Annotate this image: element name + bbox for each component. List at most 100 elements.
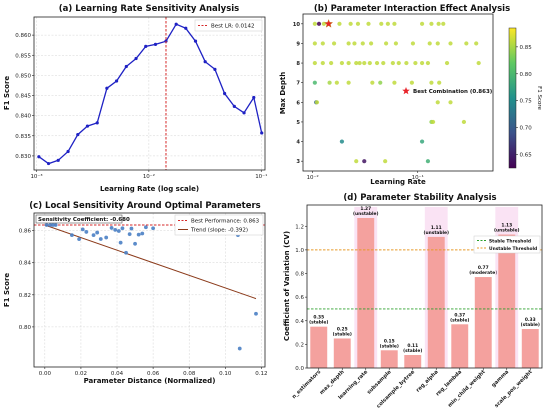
panel-b-point [339,139,345,144]
panel-b-point [427,41,432,46]
panel-c-frame [33,212,266,368]
panel-d-title: (d) Parameter Stability Analysis [343,193,496,203]
panel-b-ytick-label: 10 [293,22,301,28]
panel-d-ytick-label: 0.4 [295,319,304,325]
panel-d-bar [451,324,469,368]
panel-b-point [331,41,337,46]
panel-c-point [151,226,156,231]
panel-b: (b) Parameter Interaction Effect Analysi… [279,4,542,186]
panel-b-point [346,80,351,85]
panel-b-point [435,100,440,105]
panel-a-point [144,44,148,48]
panel-d-bar-value: 0.37 [454,312,465,318]
panel-b-point [320,41,325,46]
panel-b-point [448,41,453,46]
panel-b-point [368,41,374,46]
panel-a-legend-label: Best LR: 0.0142 [211,24,255,30]
panel-b-point [441,21,446,26]
colorbar-tick-label: 0.75 [520,99,533,105]
panel-b-point [383,159,388,164]
panel-c-xtick-label: 0.04 [111,371,124,377]
panel-b-point [312,21,317,26]
panel-a-point [213,67,217,71]
panel-d-bar-status: (stable) [450,317,469,323]
panel-b-point [354,159,359,164]
panel-b-point [312,60,317,66]
panel-b-point [464,41,469,46]
panel-d-ytick-label: 1.0 [295,248,304,254]
panel-b-point [429,80,434,85]
panel-b-point [314,100,320,105]
panel-b-ylabel: Max Depth [279,72,287,115]
legend-best-label: Best Performance: 0.863 [191,219,260,225]
panel-c-ytick-label: 0.84 [19,261,32,267]
panel-b-point [410,41,416,46]
panel-d-bar-status: (stable) [380,343,399,349]
panel-b-point [444,60,450,66]
panel-c-point [120,226,125,231]
panel-c-annotation-box: Sensitivity Coefficient: -0.680 [35,214,130,224]
panel-d-bar [310,326,328,368]
panel-b-best-legend-star [402,87,410,95]
panel-b-title: (b) Parameter Interaction Effect Analysi… [314,4,510,14]
panel-b-point [366,21,371,26]
panel-b-best-star [324,19,334,28]
panel-a-xlabel: Learning Rate (log scale) [100,185,199,193]
panel-d-bar [333,338,351,368]
panel-a-point [134,56,138,61]
panel-c-ytick-label: 0.82 [19,293,31,299]
panel-b-point [348,21,353,26]
panel-b-point [385,21,390,26]
panel-b-point [393,41,399,46]
panel-a-point [252,95,256,100]
panel-d-legend: Stable Threshold Unstable Threshold [473,235,541,254]
panel-d-bar-value: 0.33 [525,317,536,323]
panel-b-point [429,21,434,26]
colorbar-gradient [508,27,517,169]
panel-c-legend: Best Performance: 0.863 Trend (slope: -0… [174,214,264,236]
panel-b-point [370,80,375,85]
panel-b-point [327,80,332,85]
panel-d-bar [474,277,492,368]
panel-b-point [354,60,359,66]
panel-c: (c) Local Sensitivity Around Optimal Par… [3,201,268,385]
panel-c-xtick-label: 0.06 [147,371,160,377]
panel-a-ytick-label: 0.855 [15,53,31,59]
panel-a-point [46,161,51,166]
panel-c-point [254,311,258,316]
panel-b-point [404,60,409,66]
panel-a-point [124,64,128,69]
panel-c-point [51,223,55,227]
panel-c-point [127,232,132,237]
legend-unstable-label: Unstable Threshold [489,246,537,252]
panel-c-point [98,237,103,241]
panel-a-point [223,91,227,96]
panel-d-bar-status: (stable) [333,331,352,337]
panel-c-point [143,225,148,230]
panel-b-xtick-label: 10⁻¹ [412,174,424,181]
panel-b-xtick-label: 10⁻² [307,174,319,181]
panel-b-ytick-label: 6 [296,100,300,106]
panel-a-series-line [38,23,263,165]
panel-b-xlabel: Learning Rate [370,178,426,186]
panel-b-point [476,60,481,66]
panel-c-point [80,227,85,232]
panel-d-bar [427,236,445,368]
panel-a-point [184,26,188,30]
panel-c-point [84,230,89,234]
panel-d-bar-status: (stable) [521,322,540,328]
panel-c-point [95,230,100,235]
panel-a-ytick-label: 0.830 [15,154,31,160]
panel-b-point [390,60,395,66]
panel-c-point [113,227,118,232]
panel-a-ytick-label: 0.840 [15,114,31,120]
panel-d-bar-value: 0.15 [384,338,395,344]
panel-a-ytick-label: 0.850 [15,73,31,79]
panel-c-xtick-label: 0.12 [255,371,267,377]
panel-a-point [193,39,198,43]
panel-b-point [346,41,351,46]
panel-c-point [237,346,242,351]
panel-a-point [66,149,70,154]
panel-a-point [56,158,60,162]
